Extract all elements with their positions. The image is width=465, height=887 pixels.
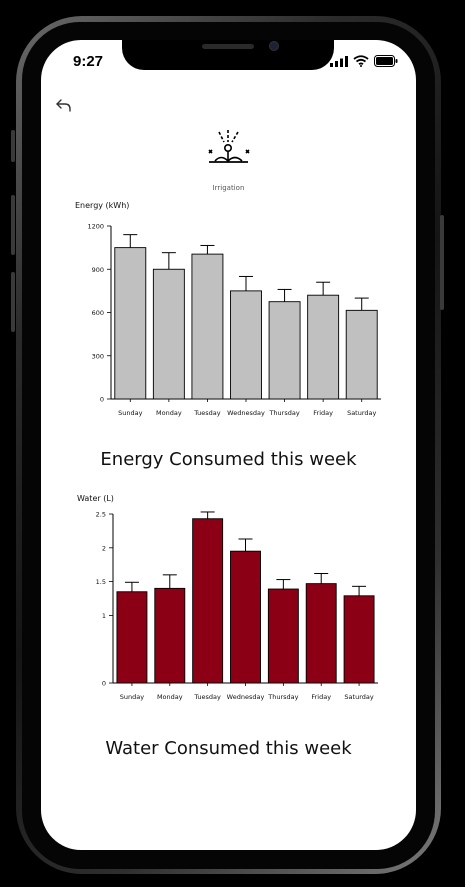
screen: 9:27 (41, 40, 416, 850)
y-tick-label: 0 (102, 680, 106, 688)
y-tick-label: 900 (92, 266, 104, 274)
status-icons (330, 55, 398, 67)
bar-saturday (343, 595, 375, 684)
notch (122, 40, 334, 70)
bar-tuesday (192, 518, 224, 684)
bar-thursday (267, 588, 299, 684)
x-tick-label: Monday (156, 409, 182, 417)
y-tick-label: 2 (102, 544, 106, 552)
x-tick-label: Thursday (268, 409, 299, 417)
x-tick-label: Saturday (344, 693, 373, 701)
bar-friday (307, 294, 340, 400)
bar-sunday (114, 247, 147, 400)
bar-saturday (345, 309, 378, 400)
x-tick-label: Tuesday (193, 409, 221, 417)
water-caption: Water Consumed this week (105, 738, 352, 759)
y-tick-label: 2.5 (96, 511, 106, 519)
bar-tuesday (191, 253, 224, 400)
x-tick-label: Wednesday (227, 409, 265, 417)
bar-friday (305, 583, 337, 684)
status-time: 9:27 (73, 53, 104, 70)
x-tick-label: Friday (311, 693, 331, 701)
energy-chart-svg: Energy (kWh) 0 300 600 900 1200 Sunday Monday Tu… (75, 201, 381, 417)
irrigation-icon (208, 130, 250, 163)
speaker-grille (202, 44, 254, 49)
energy-caption: Energy Consumed this week (100, 449, 357, 470)
y-tick-label: 1 (102, 612, 106, 620)
app-label: Irrigation (212, 184, 245, 192)
bar-monday (152, 268, 185, 400)
y-tick-label: 300 (92, 352, 104, 360)
y-tick-label: 600 (92, 309, 104, 317)
back-arrow-icon (56, 99, 71, 112)
mute-switch (11, 130, 15, 162)
water-chart-svg: Water (L) 0 1 1.5 2 2.5 Sunday Monday Tuesday Wed… (77, 494, 378, 701)
bar-wednesday (230, 290, 262, 400)
x-tick-label: Saturday (347, 409, 376, 417)
volume-up-button (11, 195, 15, 255)
y-tick-label: 0 (100, 396, 104, 404)
y-tick-label: 1.5 (96, 578, 106, 586)
x-tick-label: Wednesday (227, 693, 265, 701)
irrigation-logo: Irrigation (191, 120, 266, 200)
x-tick-label: Tuesday (193, 693, 221, 701)
y-tick-label: 1200 (87, 223, 104, 231)
x-tick-label: Monday (157, 693, 183, 701)
bar-sunday (116, 591, 148, 684)
y-axis-label: Energy (kWh) (75, 201, 129, 210)
water-chart: Water (L) 0 1 1.5 2 2.5 Sunday Monday Tuesday Wed… (69, 490, 399, 710)
y-axis-label: Water (L) (77, 494, 114, 503)
bar-thursday (268, 301, 301, 400)
power-button (440, 215, 444, 310)
x-tick-label: Sunday (118, 409, 142, 417)
volume-down-button (11, 272, 15, 332)
x-tick-label: Thursday (267, 693, 298, 701)
wifi-icon (353, 55, 369, 67)
energy-chart: Energy (kWh) 0 300 600 900 1200 Sunday Monday Tu… (69, 198, 399, 428)
bar-wednesday (230, 550, 261, 684)
back-button[interactable] (53, 95, 75, 117)
front-camera (269, 41, 279, 51)
bar-monday (154, 587, 186, 684)
battery-icon (374, 55, 398, 67)
x-tick-label: Friday (313, 409, 333, 417)
x-tick-label: Sunday (120, 693, 144, 701)
signal-icon (330, 55, 348, 67)
